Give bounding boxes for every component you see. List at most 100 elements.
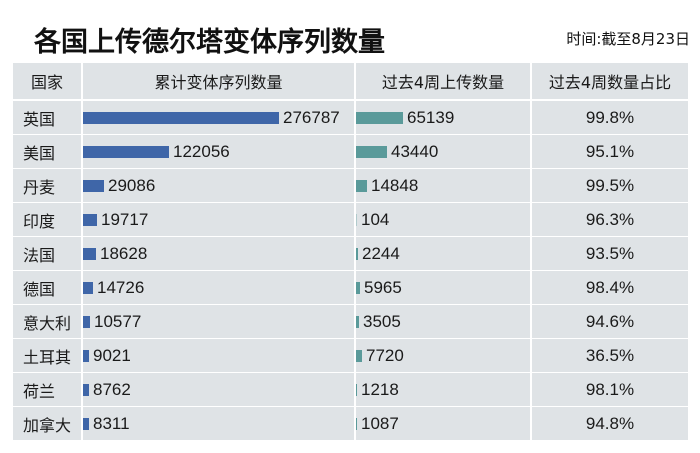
cumulative-cell: 8762 [83,373,354,406]
table-header-row: 国家 累计变体序列数量 过去4周上传数量 过去4周数量占比 [13,63,688,99]
cumulative-value: 9021 [93,345,131,365]
cumulative-bar [83,145,169,158]
share-cell: 99.5% [532,169,688,202]
recent-bar [356,315,359,328]
share-value: 99.5% [585,175,635,195]
share-value: 94.6% [585,311,635,331]
cumulative-cell: 122056 [83,135,354,168]
recent-cell: 5965 [356,271,530,304]
share-value: 99.8% [585,107,635,127]
country-name: 丹麦 [13,169,81,202]
cumulative-bar [83,383,89,396]
table-row: 美国 122056 43440 95.1% [13,135,688,168]
header-cumulative: 累计变体序列数量 [83,63,354,99]
cumulative-bar [83,315,90,328]
recent-bar [356,281,360,294]
recent-value: 7720 [366,345,404,365]
cumulative-bar [83,213,97,226]
recent-value: 1087 [361,413,399,433]
recent-cell: 14848 [356,169,530,202]
recent-value: 5965 [364,277,402,297]
share-cell: 98.4% [532,271,688,304]
cumulative-value: 14726 [97,277,145,297]
table-row: 法国 18628 2244 93.5% [13,237,688,270]
recent-value: 3505 [363,311,401,331]
cumulative-value: 18628 [100,243,148,263]
recent-bar [356,145,387,158]
country-name: 荷兰 [13,373,81,406]
recent-cell: 43440 [356,135,530,168]
recent-cell: 104 [356,203,530,236]
cumulative-cell: 9021 [83,339,354,372]
table-row: 英国 276787 65139 99.8% [13,101,688,134]
header-recent: 过去4周上传数量 [356,63,530,99]
cumulative-bar [83,281,93,294]
recent-value: 14848 [371,175,419,195]
recent-value: 1218 [361,379,399,399]
recent-value: 104 [361,209,390,229]
recent-cell: 65139 [356,101,530,134]
share-cell: 99.8% [532,101,688,134]
cumulative-cell: 19717 [83,203,354,236]
cumulative-cell: 276787 [83,101,354,134]
date-note: 时间:截至8月23日 [566,30,690,48]
recent-bar [356,111,403,124]
table-row: 土耳其 9021 7720 36.5% [13,339,688,372]
share-cell: 96.3% [532,203,688,236]
cumulative-value: 8311 [93,413,130,433]
table-row: 德国 14726 5965 98.4% [13,271,688,304]
header-share: 过去4周数量占比 [532,63,688,99]
cumulative-cell: 14726 [83,271,354,304]
recent-bar [356,383,357,396]
cumulative-value: 8762 [93,379,131,399]
share-value: 98.4% [585,277,635,297]
cumulative-bar [83,349,89,362]
cumulative-value: 19717 [101,209,149,229]
cumulative-value: 10577 [94,311,142,331]
recent-bar [356,247,358,260]
table-row: 丹麦 29086 14848 99.5% [13,169,688,202]
cumulative-bar [83,111,279,124]
recent-bar [356,417,357,430]
recent-value: 2244 [362,243,400,263]
cumulative-value: 276787 [283,107,340,127]
share-cell: 36.5% [532,339,688,372]
chart-title: 各国上传德尔塔变体序列数量 [34,27,385,58]
data-table: 国家 累计变体序列数量 过去4周上传数量 过去4周数量占比 英国 276787 65… [13,63,688,441]
share-cell: 94.6% [532,305,688,338]
share-cell: 95.1% [532,135,688,168]
share-value: 98.1% [585,379,635,399]
cumulative-cell: 29086 [83,169,354,202]
table-row: 印度 19717 104 96.3% [13,203,688,236]
cumulative-cell: 10577 [83,305,354,338]
share-cell: 94.8% [532,407,688,440]
recent-cell: 1218 [356,373,530,406]
cumulative-bar [83,247,96,260]
share-value: 93.5% [585,243,635,263]
cumulative-cell: 8311 [83,407,354,440]
table-row: 意大利 10577 3505 94.6% [13,305,688,338]
table-row: 荷兰 8762 1218 98.1% [13,373,688,406]
cumulative-bar [83,417,89,430]
share-value: 96.3% [585,209,635,229]
country-name: 加拿大 [13,407,81,440]
header-country: 国家 [13,63,81,99]
country-name: 印度 [13,203,81,236]
cumulative-bar [83,179,104,192]
country-name: 美国 [13,135,81,168]
recent-value: 43440 [391,141,439,161]
country-name: 英国 [13,101,81,134]
share-cell: 93.5% [532,237,688,270]
table-row: 加拿大 8311 1087 94.8% [13,407,688,440]
country-name: 意大利 [13,305,81,338]
recent-bar [356,349,362,362]
cumulative-value: 29086 [108,175,156,195]
share-cell: 98.1% [532,373,688,406]
cumulative-value: 122056 [173,141,230,161]
share-value: 36.5% [585,345,635,365]
country-name: 土耳其 [13,339,81,372]
recent-value: 65139 [407,107,455,127]
recent-cell: 7720 [356,339,530,372]
cumulative-cell: 18628 [83,237,354,270]
recent-cell: 2244 [356,237,530,270]
